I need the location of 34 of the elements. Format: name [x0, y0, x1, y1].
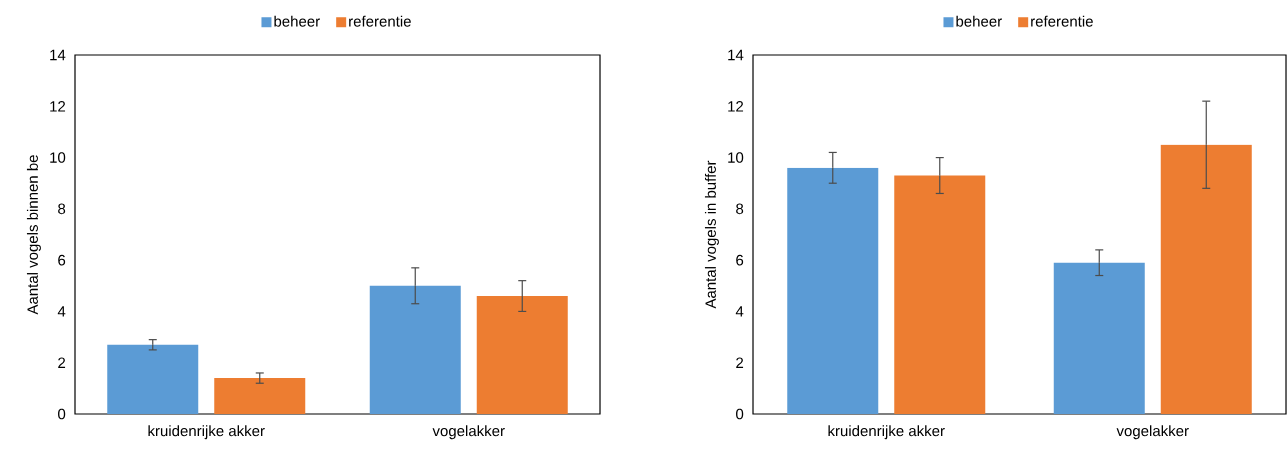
bar — [1160, 144, 1252, 414]
bar — [214, 378, 306, 414]
y-axis-title: Aantal vogels binnen be — [26, 155, 41, 315]
bar — [1053, 262, 1145, 414]
y-tick-label: 8 — [58, 203, 66, 215]
x-tick-label: kruidenrijke akker — [828, 425, 945, 440]
x-tick-label: vogelakker — [1116, 425, 1189, 440]
y-tick-label: 6 — [58, 254, 66, 266]
y-tick-label: 14 — [50, 49, 66, 61]
y-tick-label: 10 — [728, 152, 744, 163]
x-tick-label: kruidenrijke akker — [148, 425, 265, 440]
y-tick-label: 8 — [736, 203, 744, 215]
bar — [894, 175, 986, 414]
y-axis-title: Aantal vogels in buffer — [704, 160, 719, 309]
x-tick-label: vogelakker — [432, 425, 505, 440]
y-tick-label: 2 — [736, 357, 744, 368]
legend-label: beheer — [956, 15, 1002, 27]
bar — [476, 296, 568, 414]
y-tick-label: 4 — [735, 306, 744, 317]
bar — [787, 167, 879, 414]
bar — [369, 285, 461, 414]
legend-label: beheer — [274, 15, 320, 27]
bar — [107, 344, 199, 414]
y-tick-label: 0 — [58, 408, 66, 420]
y-tick-label: 6 — [736, 254, 744, 266]
legend-label: referentie — [1031, 15, 1093, 27]
y-tick-label: 0 — [736, 408, 744, 420]
legend-label: referentie — [349, 15, 411, 27]
y-tick-label: 2 — [58, 357, 66, 368]
y-tick-label: 4 — [57, 306, 66, 317]
y-tick-label: 10 — [50, 152, 66, 163]
y-tick-label: 14 — [728, 49, 744, 61]
y-tick-label: 12 — [50, 101, 66, 112]
y-tick-label: 12 — [728, 101, 744, 112]
